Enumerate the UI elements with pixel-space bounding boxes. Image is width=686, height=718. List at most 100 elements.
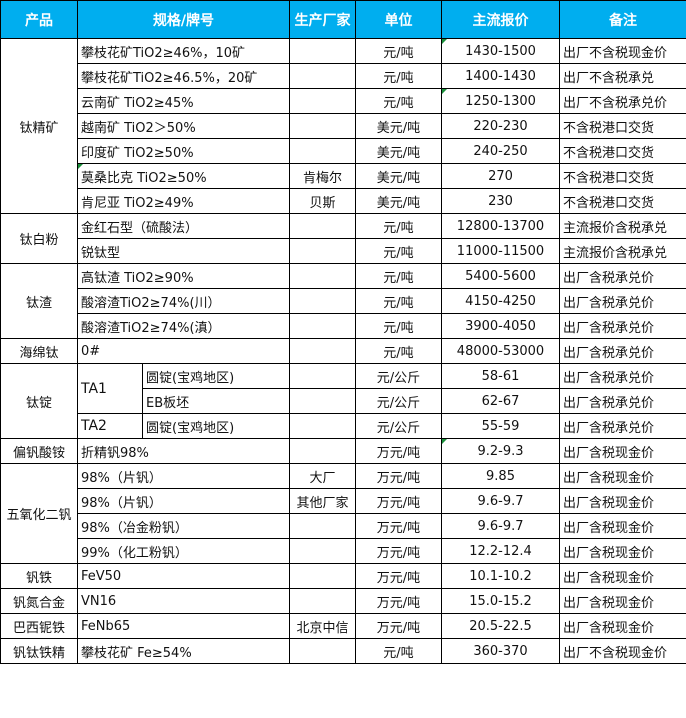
- unit-cell: 元/吨: [355, 38, 442, 64]
- product-cell: 钒铁: [0, 563, 78, 589]
- table-row: TA2 圆锭(宝鸡地区) 元/公斤 55-59 出厂含税承兑价: [1, 413, 686, 439]
- unit-cell: 元/吨: [355, 263, 442, 289]
- maker-cell: [289, 438, 356, 464]
- note-cell: 出厂含税承兑价: [559, 313, 686, 339]
- unit-cell: 元/吨: [355, 313, 442, 339]
- table-row: 98%（冶金粉钒） 万元/吨 9.6-9.7 出厂含税现金价: [1, 513, 686, 539]
- header-product: 产品: [0, 0, 78, 39]
- unit-cell: 美元/吨: [355, 138, 442, 164]
- note-cell: 不含税港口交货: [559, 113, 686, 139]
- unit-cell: 元/公斤: [355, 413, 442, 439]
- header-spec: 规格/牌号: [77, 0, 290, 39]
- header-price: 主流报价: [441, 0, 560, 39]
- spec-cell: 攀枝花矿TiO2≥46.5%，20矿: [77, 63, 290, 89]
- table-row: 巴西铌铁 FeNb65 北京中信 万元/吨 20.5-22.5 出厂含税现金价: [0, 613, 686, 639]
- table-row: 钒铁 FeV50 万元/吨 10.1-10.2 出厂含税现金价: [0, 563, 686, 589]
- maker-cell: 北京中信: [289, 613, 356, 639]
- maker-cell: [289, 313, 356, 339]
- header-unit: 单位: [355, 0, 442, 39]
- note-cell: 出厂含税现金价: [559, 463, 686, 489]
- price-table: 产品 规格/牌号 生产厂家 单位 主流报价 备注 钛精矿 攀枝花矿TiO2≥46%…: [0, 0, 686, 664]
- spec-cell: 攀枝花矿 Fe≥54%: [77, 638, 290, 664]
- price-cell: 4150-4250: [441, 288, 560, 314]
- price-cell: 230: [441, 188, 560, 214]
- note-cell: 主流报价含税承兑: [559, 238, 686, 264]
- maker-cell: [289, 213, 356, 239]
- product-cell: 钒氮合金: [0, 588, 78, 614]
- price-cell: 1400-1430: [441, 63, 560, 89]
- unit-cell: 万元/吨: [355, 488, 442, 514]
- price-cell: 240-250: [441, 138, 560, 164]
- table-row: 攀枝花矿TiO2≥46.5%，20矿 元/吨 1400-1430 出厂不含税承兑: [1, 63, 686, 89]
- spec-cell: 酸溶渣TiO2≥74%(滇）: [77, 313, 290, 339]
- price-cell: 9.6-9.7: [441, 513, 560, 539]
- price-cell: 62-67: [441, 388, 560, 414]
- note-cell: 出厂含税现金价: [559, 538, 686, 564]
- maker-cell: [289, 538, 356, 564]
- note-cell: 出厂含税承兑价: [559, 338, 686, 364]
- product-cell: 偏钒酸铵: [0, 438, 78, 464]
- unit-cell: 元/吨: [355, 638, 442, 664]
- note-cell: 不含税港口交货: [559, 188, 686, 214]
- spec-cell: 金红石型（硫酸法）: [77, 213, 290, 239]
- unit-cell: 美元/吨: [355, 113, 442, 139]
- maker-cell: [289, 38, 356, 64]
- maker-cell: [289, 63, 356, 89]
- price-cell: 1250-1300: [441, 88, 560, 114]
- note-cell: 出厂不含税现金价: [559, 38, 686, 64]
- table-row: 钒钛铁精 攀枝花矿 Fe≥54% 元/吨 360-370 出厂不含税现金价: [0, 638, 686, 664]
- table-row: 肯尼亚 TiO2≥49% 贝斯 美元/吨 230 不含税港口交货: [1, 188, 686, 214]
- price-cell: 15.0-15.2: [441, 588, 560, 614]
- table-row: 莫桑比克 TiO2≥50% 肯梅尔 美元/吨 270 不含税港口交货: [1, 163, 686, 189]
- price-cell: 20.5-22.5: [441, 613, 560, 639]
- price-cell: 5400-5600: [441, 263, 560, 289]
- maker-cell: [289, 588, 356, 614]
- spec-cell: VN16: [77, 588, 290, 614]
- header-note: 备注: [559, 0, 686, 39]
- note-cell: 主流报价含税承兑: [559, 213, 686, 239]
- spec-cell: 锐钛型: [77, 238, 290, 264]
- maker-cell: [289, 288, 356, 314]
- price-cell: 12.2-12.4: [441, 538, 560, 564]
- spec-cell: 圆锭(宝鸡地区): [142, 363, 290, 389]
- table-row: 偏钒酸铵 折精钒98% 万元/吨 9.2-9.3 出厂含税现金价: [0, 438, 686, 464]
- product-cell: 钛精矿: [0, 38, 78, 214]
- maker-cell: [289, 113, 356, 139]
- unit-cell: 元/吨: [355, 213, 442, 239]
- spec-cell: 圆锭(宝鸡地区): [142, 413, 290, 439]
- note-cell: 不含税港口交货: [559, 138, 686, 164]
- spec-cell: FeV50: [77, 563, 290, 589]
- table-row: 钛白粉 金红石型（硫酸法） 元/吨 12800-13700 主流报价含税承兑: [0, 213, 686, 264]
- note-cell: 出厂含税现金价: [559, 588, 686, 614]
- spec-cell: 云南矿 TiO2≥45%: [77, 88, 290, 114]
- note-cell: 出厂含税承兑价: [559, 363, 686, 389]
- spec-cell: 98%（片钒）: [77, 488, 290, 514]
- product-cell: 钛渣: [0, 263, 78, 339]
- price-cell: 12800-13700: [441, 213, 560, 239]
- maker-cell: [289, 363, 356, 389]
- unit-cell: 万元/吨: [355, 463, 442, 489]
- table-body: 钛精矿 攀枝花矿TiO2≥46%，10矿 元/吨 1430-1500 出厂不含税现金价攀…: [0, 38, 686, 664]
- unit-cell: 万元/吨: [355, 588, 442, 614]
- price-cell: 48000-53000: [441, 338, 560, 364]
- price-cell: 11000-11500: [441, 238, 560, 264]
- table-row: 钛渣 高钛渣 TiO2≥90% 元/吨 5400-5600 出厂含税承兑价: [0, 263, 686, 339]
- maker-cell: [289, 238, 356, 264]
- table-row: 云南矿 TiO2≥45% 元/吨 1250-1300 出厂不含税承兑价: [1, 88, 686, 114]
- unit-cell: 元/吨: [355, 288, 442, 314]
- unit-cell: 万元/吨: [355, 613, 442, 639]
- product-cell: 钒钛铁精: [0, 638, 78, 664]
- product-cell: 海绵钛: [0, 338, 78, 364]
- price-cell: 1430-1500: [441, 38, 560, 64]
- unit-cell: 万元/吨: [355, 438, 442, 464]
- price-cell: 360-370: [441, 638, 560, 664]
- price-cell: 58-61: [441, 363, 560, 389]
- table-row: 酸溶渣TiO2≥74%(川） 元/吨 4150-4250 出厂含税承兑价: [1, 288, 686, 314]
- table-row: 98%（片钒） 其他厂家 万元/吨 9.6-9.7 出厂含税现金价: [1, 488, 686, 514]
- spec-cell: 高钛渣 TiO2≥90%: [77, 263, 290, 289]
- note-cell: 出厂含税现金价: [559, 488, 686, 514]
- price-cell: 55-59: [441, 413, 560, 439]
- maker-cell: 大厂: [289, 463, 356, 489]
- note-cell: 出厂含税现金价: [559, 438, 686, 464]
- table-row: 钛锭 TA1 圆锭(宝鸡地区) 元/公斤 58-61 出厂含税承兑价: [0, 363, 686, 439]
